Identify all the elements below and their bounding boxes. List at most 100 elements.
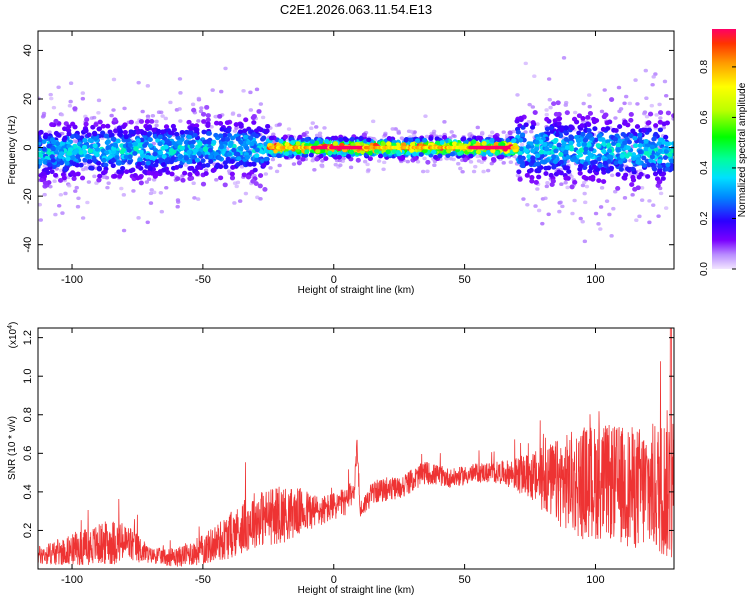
spectrogram-cell: [148, 201, 154, 205]
spectrogram-cell: [270, 157, 276, 162]
spectrogram-cell: [120, 166, 126, 171]
spectrogram-cell: [142, 169, 148, 175]
spectrogram-cell: [623, 94, 629, 99]
spectrogram-cell: [348, 165, 354, 170]
spectrogram-cell: [526, 119, 531, 124]
spectrogram-cell: [632, 186, 638, 192]
spectrogram-cell: [617, 159, 624, 165]
spectrogram-cell: [198, 147, 204, 153]
spectrogram-cell: [309, 139, 315, 145]
spectrogram-cell: [420, 169, 426, 174]
spectrogram-cell: [58, 192, 64, 197]
spectrogram-cell: [521, 197, 526, 201]
spectrogram-cell: [586, 142, 592, 147]
spectrogram-cell: [237, 145, 243, 151]
spectrogram-cell: [648, 158, 654, 163]
spectrogram-cell: [97, 119, 103, 125]
spectrogram-cell: [41, 111, 47, 116]
spectrogram-cell: [468, 153, 474, 159]
spectrogram-cell: [607, 119, 613, 125]
spectrogram-cell: [69, 155, 75, 161]
spectrogram-cell: [501, 130, 506, 134]
spectrogram-cell: [627, 101, 633, 106]
spectrogram-cell: [152, 174, 158, 179]
spectrogram-cell: [647, 220, 652, 225]
spectrogram-cell: [661, 125, 666, 130]
spectrogram-cell: [584, 184, 590, 189]
spectrogram-cell: [67, 103, 73, 108]
spectrogram-cell: [121, 228, 127, 233]
spectrogram-cell: [577, 170, 583, 176]
spectrogram-cell: [309, 126, 314, 131]
spectrogram-cell: [581, 101, 586, 106]
spectrogram-cell: [178, 119, 183, 123]
spectrogram-cell: [92, 174, 97, 179]
spectrogram-cell: [630, 152, 637, 157]
spectrogram-cell: [59, 112, 65, 117]
spectrogram-cell: [425, 159, 431, 165]
spectrogram-cell: [529, 178, 535, 184]
spectrogram-cell: [439, 140, 445, 145]
spectrogram-cell: [154, 119, 159, 124]
spectrogram-cell: [524, 172, 530, 178]
spectrogram-cell: [587, 111, 594, 116]
spectrogram-cell: [138, 119, 145, 124]
snr-panel: -100 -50 0 50 100 0.2 0.4 0.6 0.8 1.0 1.2 Height o…: [7, 322, 675, 596]
spectrogram-cell: [177, 77, 183, 81]
spectrogram-cell: [135, 138, 141, 144]
spectrogram-cell: [222, 160, 229, 166]
spectrogram-frame: [37, 30, 675, 270]
spectrogram-cell: [84, 117, 90, 122]
spectrogram-cell: [637, 149, 643, 155]
spectrogram-cell: [565, 154, 571, 160]
spectrogram-cell: [596, 156, 602, 162]
spectrogram-cell: [560, 204, 565, 209]
spectrogram-cell: [366, 137, 372, 143]
spectrogram-cell: [572, 198, 577, 203]
spectrogram-cell: [192, 196, 197, 200]
spectrogram-cell: [260, 115, 266, 120]
spectrogram-cell: [644, 158, 650, 164]
spectrogram-cell: [442, 120, 447, 124]
spectrogram-cell: [106, 181, 111, 185]
spectrogram-cell: [415, 159, 421, 164]
spectrogram-cell: [641, 155, 647, 161]
spectrogram-cell: [140, 153, 146, 159]
colorbar-tick-label: 0.8: [699, 60, 710, 74]
spectrogram-cell: [580, 183, 586, 188]
spectrogram-cell: [558, 159, 564, 165]
spectrogram-cell: [545, 181, 550, 185]
spectrogram-cell: [367, 150, 373, 156]
spectrogram-cell: [109, 113, 114, 118]
spectrogram-cell: [62, 126, 68, 132]
spectrogram-cell: [643, 146, 649, 152]
spectrogram-cell: [192, 148, 198, 154]
spectrogram-cell: [517, 154, 523, 160]
spectrogram-cell: [138, 180, 144, 186]
spectrogram-cell: [556, 121, 562, 126]
spectrogram-cell: [235, 136, 241, 142]
spectrogram-cell: [178, 154, 184, 160]
spectrogram-cell: [203, 171, 209, 176]
spectrogram-cell: [664, 166, 671, 172]
spectrogram-cell: [362, 159, 368, 164]
spectrogram-cell: [148, 155, 154, 161]
spectrogram-cell: [647, 111, 654, 117]
spectrogram-cell: [653, 123, 659, 128]
spectrogram-cell: [480, 130, 485, 135]
spectrogram-cell: [174, 131, 180, 137]
spectrogram-cell: [412, 156, 418, 161]
spectrogram-cell: [580, 131, 586, 137]
spectrogram-cell: [145, 220, 150, 225]
spectrogram-cell: [258, 197, 263, 201]
spectrogram-cell: [663, 134, 669, 140]
spectrogram-cells: [38, 56, 674, 244]
spectrogram-cell: [195, 165, 202, 170]
spectrogram-cell: [67, 147, 73, 153]
spectrogram-cell: [332, 141, 339, 147]
spectrogram-cell: [93, 122, 99, 127]
spectrogram-cell: [75, 204, 81, 209]
spectrogram-cell: [588, 146, 594, 152]
spectrogram-cell: [494, 136, 500, 142]
spectrogram-cell: [205, 139, 211, 144]
